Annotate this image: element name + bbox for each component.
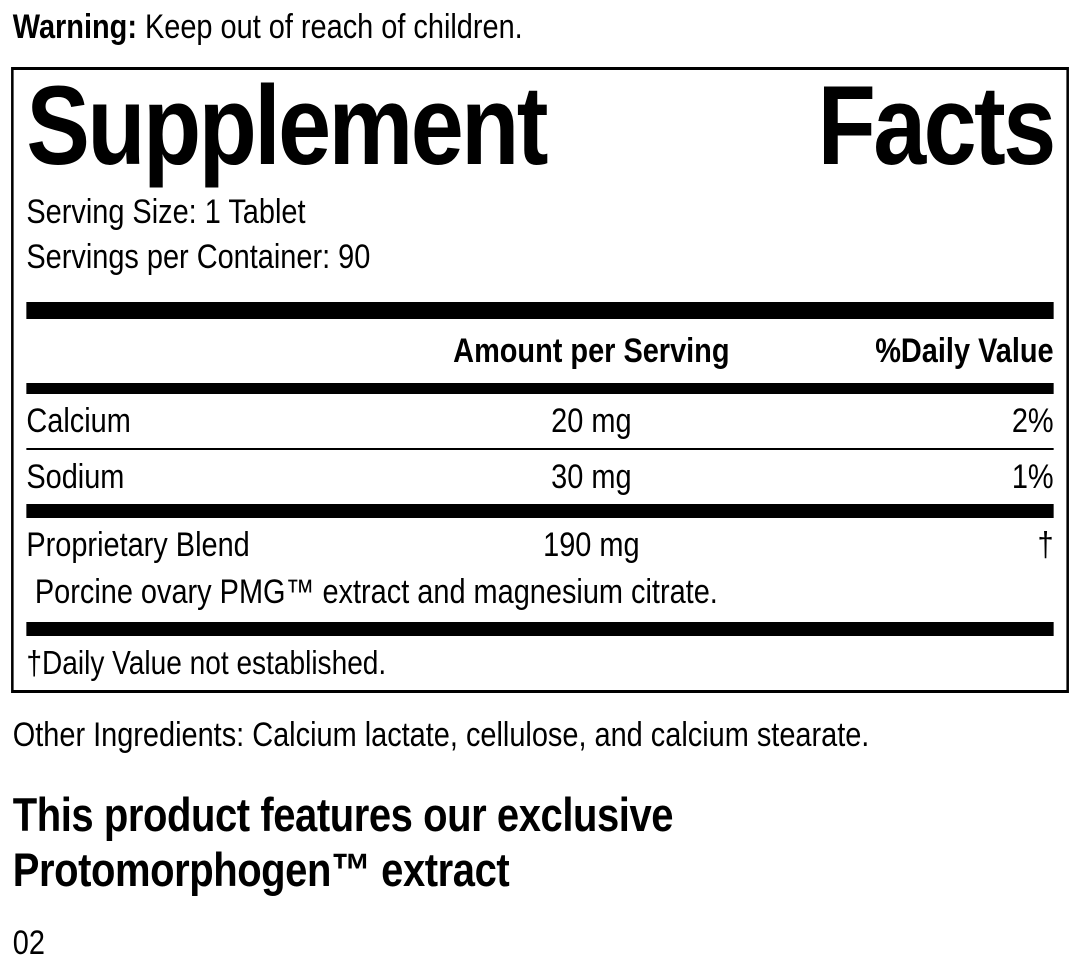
daily-value-header: %Daily Value <box>875 331 1054 370</box>
divider-bar-header <box>26 382 1054 394</box>
divider-bar-mid <box>26 504 1054 519</box>
title-word-facts: Facts <box>817 63 1057 189</box>
daily-value-footnote: †Daily Value not established. <box>26 644 387 682</box>
nutrient-name: Sodium <box>26 458 125 497</box>
serving-size-line: Serving Size: 1 Tablet <box>26 193 306 232</box>
table-row-sodium: Sodium 30 mg 1% <box>26 450 1053 504</box>
supplement-facts-title: Supplement Facts <box>26 63 1057 189</box>
nutrient-daily-value: 1% <box>1011 458 1054 497</box>
feature-headline: This product features our exclusive Prot… <box>13 788 1080 898</box>
row-separator-line <box>26 448 1054 451</box>
warning-line: Warning: Keep out of reach of children. <box>13 8 1080 47</box>
divider-bar-top <box>26 301 1054 319</box>
nutrient-amount: 20 mg <box>551 401 632 440</box>
warning-label: Warning: <box>12 8 137 46</box>
feature-headline-line2: Protomorphogen™ extract <box>12 843 510 897</box>
feature-headline-line1: This product features our exclusive <box>12 788 674 842</box>
page-code: 02 <box>12 924 45 963</box>
title-word-supplement: Supplement <box>26 63 548 189</box>
nutrient-daily-value-dagger: † <box>1037 526 1054 565</box>
nutrient-daily-value: 2% <box>1011 401 1054 440</box>
divider-bar-bottom <box>26 622 1054 637</box>
nutrient-amount: 30 mg <box>551 458 632 497</box>
other-ingredients-line: Other Ingredients: Calcium lactate, cell… <box>12 716 870 755</box>
amount-per-serving-header: Amount per Serving <box>453 331 730 370</box>
table-row-calcium: Calcium 20 mg 2% <box>26 394 1053 448</box>
servings-per-container-line: Servings per Container: 90 <box>26 237 371 276</box>
table-header-row: Amount per Serving %Daily Value <box>26 319 1053 383</box>
label-page: Warning: Keep out of reach of children. … <box>0 8 1080 963</box>
table-row-proprietary-blend: Proprietary Blend 190 mg † <box>26 518 1053 572</box>
proprietary-blend-description: Porcine ovary PMG™ extract and magnesium… <box>34 573 718 612</box>
warning-text: Keep out of reach of children. <box>136 8 523 46</box>
nutrient-name: Proprietary Blend <box>26 526 250 565</box>
nutrient-name: Calcium <box>26 401 131 440</box>
nutrient-amount: 190 mg <box>543 526 640 565</box>
supplement-facts-panel: Supplement Facts Serving Size: 1 Tablet … <box>11 63 1069 694</box>
